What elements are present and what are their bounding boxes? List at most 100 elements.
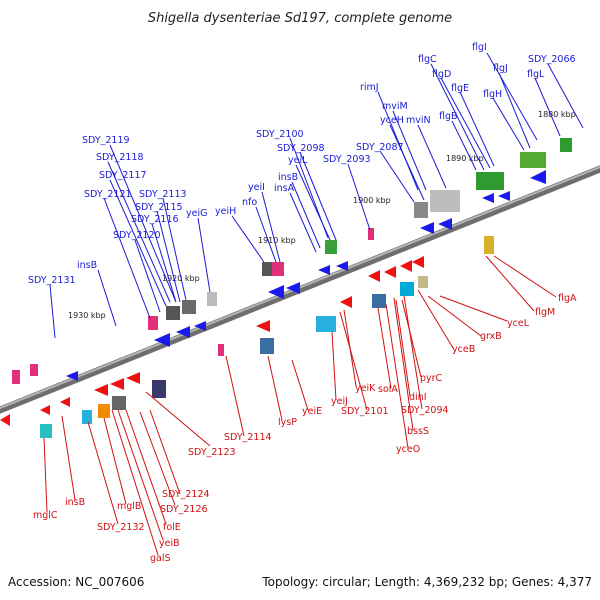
gene-label: insB (278, 172, 298, 183)
gene-label: rimJ (360, 82, 379, 93)
forward-arrow (336, 261, 348, 271)
reverse-leader-lines (43, 255, 557, 556)
forward-arrow (176, 326, 190, 338)
reverse-arrow (126, 372, 140, 384)
gene-block (418, 276, 428, 288)
forward-arrow (482, 193, 494, 203)
gene-label: SDY_2066 (528, 54, 576, 65)
gene-label: yceL (507, 318, 530, 329)
gene-label: SDY_2113 (139, 189, 187, 200)
gene-label: SDY_2101 (341, 406, 389, 417)
gene-label: yeiJ (331, 396, 348, 407)
gene-label: mglB (117, 501, 141, 512)
gene-label: lysP (278, 417, 297, 428)
gene-label: insB (77, 260, 97, 271)
gene-block (112, 396, 126, 410)
reverse-arrow (340, 296, 352, 308)
gene-label: SDY_2118 (96, 152, 144, 163)
gene-block (484, 236, 494, 254)
gene-label: insB (65, 497, 85, 508)
reverse-arrow (384, 266, 396, 278)
gene-label: SDY_2119 (82, 135, 130, 146)
gene-label: yeiB (159, 538, 180, 549)
gene-label: flgD (432, 69, 451, 80)
kbp-label: 1890 kbp (446, 154, 484, 163)
gene-label: nfo (242, 197, 257, 208)
gene-block (148, 316, 158, 330)
gene-label: flgC (418, 54, 437, 65)
accession-text: Accession: NC_007606 (8, 575, 144, 589)
gene-label: SDY_2123 (188, 447, 236, 458)
forward-arrow (286, 282, 300, 294)
forward-arrow (66, 371, 78, 381)
gene-label: yeiG (186, 208, 207, 219)
gene-label: yeiE (302, 406, 322, 417)
gene-block (272, 262, 284, 276)
kbp-label: 1930 kbp (68, 311, 106, 320)
gene-label: bssS (407, 426, 429, 437)
gene-label: flgH (483, 89, 502, 100)
gene-label: SDY_2120 (113, 230, 161, 241)
gene-label: yceH (380, 115, 404, 126)
gene-block (520, 152, 546, 168)
gene-block (166, 306, 180, 320)
gene-label: SDY_2121 (84, 189, 132, 200)
gene-label: mviM (382, 101, 408, 112)
reverse-gene-labels: flgA flgM yceL grxB yceB pyrC dinI solA … (33, 293, 577, 564)
gene-block (40, 424, 52, 438)
gene-label: SDY_2094 (401, 405, 449, 416)
reverse-arrow (400, 260, 412, 272)
gene-label: yceO (396, 444, 420, 455)
gene-label: yeiL (288, 155, 308, 166)
gene-block (12, 370, 20, 384)
gene-block (414, 202, 428, 218)
forward-features (12, 138, 572, 384)
gene-block (82, 410, 92, 424)
forward-arrow (420, 222, 434, 234)
gene-label: SDY_2114 (224, 432, 272, 443)
genome-backbone (0, 165, 600, 414)
gene-label: pyrC (420, 373, 443, 384)
gene-block (368, 228, 374, 240)
gene-label: solA (378, 384, 398, 395)
reverse-features (0, 236, 494, 438)
gene-label: flgE (451, 83, 469, 94)
gene-label: flgM (535, 307, 555, 318)
gene-label: yeiH (215, 206, 236, 217)
kbp-label: 1880 kbp (538, 110, 576, 119)
gene-block (218, 344, 224, 356)
gene-label: SDY_2087 (356, 142, 404, 153)
gene-label: SDY_2132 (97, 522, 145, 533)
gene-block (325, 240, 337, 254)
gene-label: SDY_2126 (160, 504, 208, 515)
gene-block (182, 300, 196, 314)
gene-label: SDY_2115 (135, 202, 183, 213)
gene-block (372, 294, 386, 308)
gene-label: dinI (409, 392, 427, 403)
gene-label: SDY_2100 (256, 129, 304, 140)
forward-arrow (154, 333, 170, 347)
gene-label: flgA (558, 293, 577, 304)
forward-arrow (438, 218, 452, 230)
gene-label: flgI (472, 42, 487, 53)
gene-block (152, 380, 166, 398)
gene-label: flgB (439, 111, 458, 122)
gene-label: grxB (480, 331, 502, 342)
gene-label: mviN (406, 115, 431, 126)
gene-block (262, 262, 274, 276)
gene-block (260, 338, 274, 354)
gene-label: SDY_2098 (277, 143, 325, 154)
forward-leader-lines (49, 52, 584, 339)
reverse-arrow (94, 384, 108, 396)
gene-label: folE (163, 522, 181, 533)
gene-label: flgJ (493, 63, 508, 74)
gene-block (98, 404, 110, 418)
gene-label: yceB (452, 344, 475, 355)
reverse-arrow (40, 405, 50, 415)
forward-arrow (498, 191, 510, 201)
gene-label: yeiI (248, 182, 265, 193)
reverse-arrow (0, 414, 10, 426)
gene-label: galS (150, 553, 171, 564)
gene-label: mglC (33, 510, 58, 521)
